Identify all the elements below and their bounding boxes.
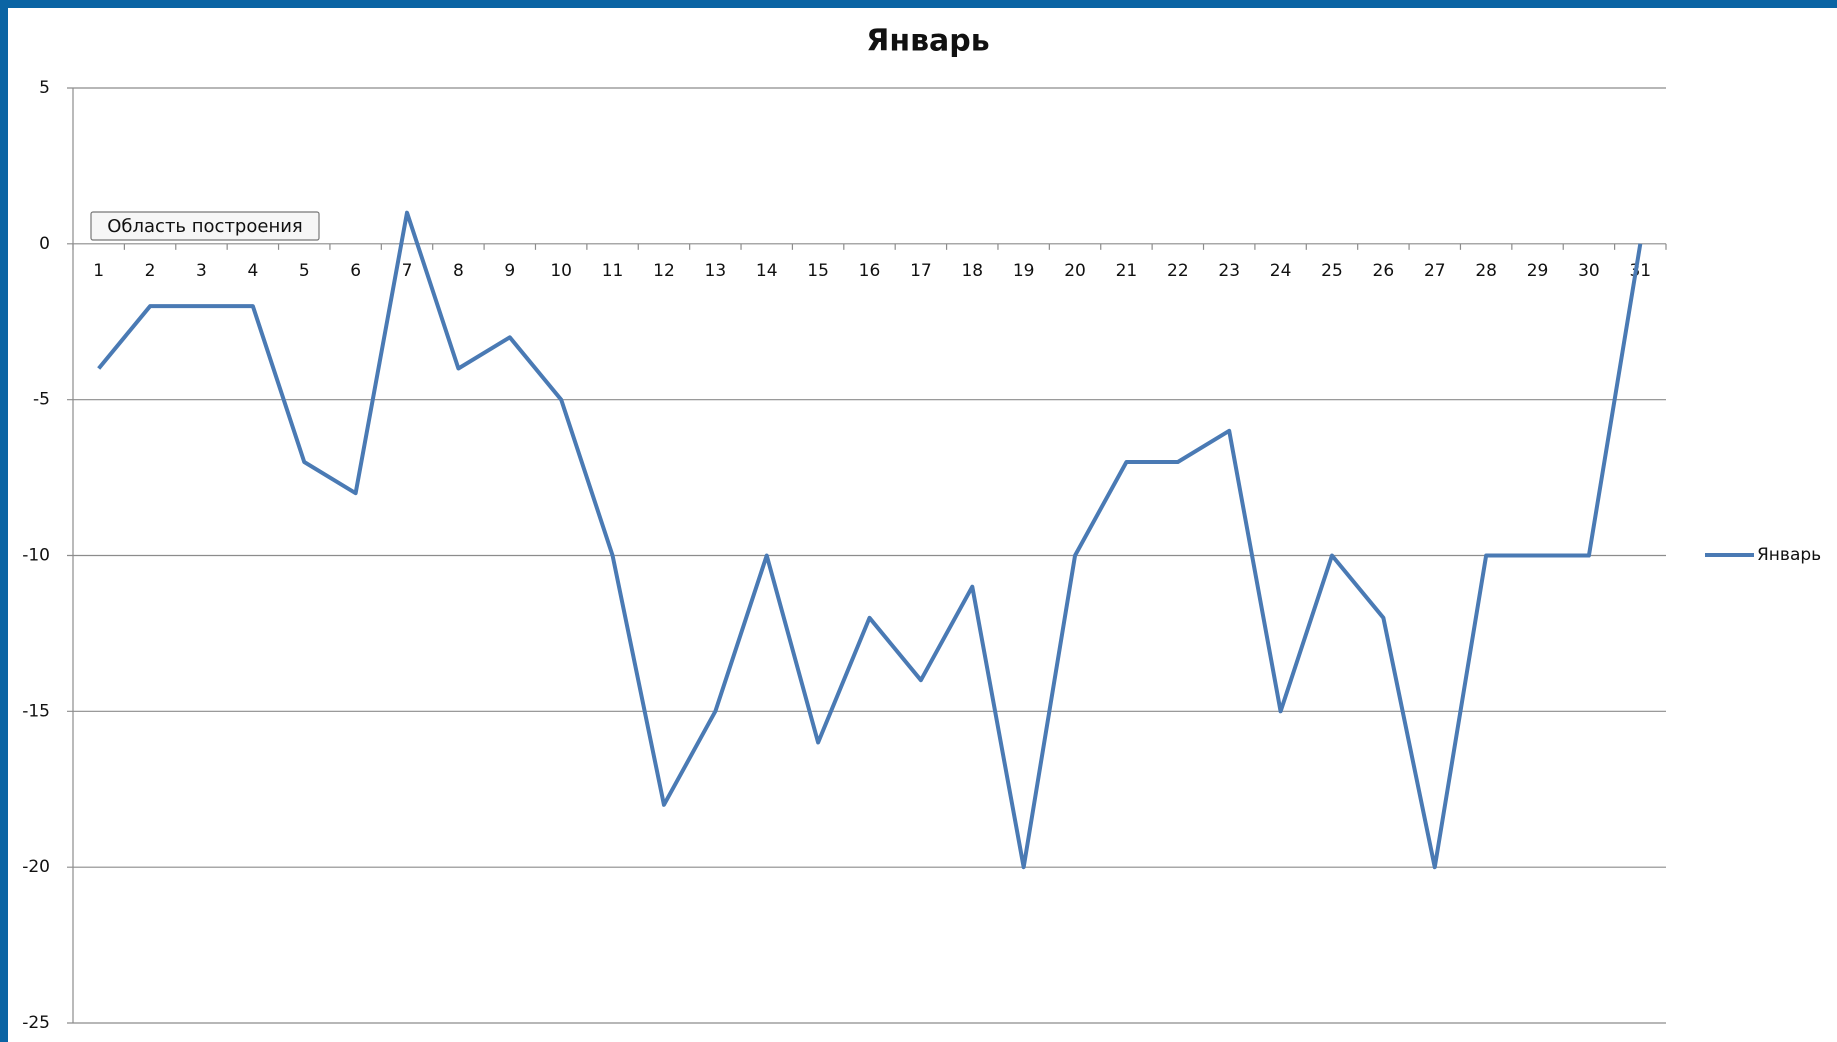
y-tick-label: -20	[22, 857, 50, 877]
legend-label: Январь	[1757, 545, 1821, 565]
x-tick-label: 6	[350, 261, 361, 281]
y-tick-label: -10	[22, 546, 50, 566]
x-tick-label: 9	[504, 261, 515, 281]
x-tick-label: 5	[299, 261, 310, 281]
y-tick-label: 5	[39, 78, 50, 98]
x-tick-label: 8	[453, 261, 464, 281]
x-tick-label: 11	[602, 261, 624, 281]
x-tick-label: 16	[859, 261, 881, 281]
x-tick-label: 27	[1424, 261, 1446, 281]
x-tick-label: 4	[247, 261, 258, 281]
x-tick-label: 1	[93, 261, 104, 281]
x-tick-label: 30	[1578, 261, 1600, 281]
x-tick-label: 21	[1116, 261, 1138, 281]
x-tick-label: 10	[550, 261, 572, 281]
x-tick-label: 3	[196, 261, 207, 281]
tooltip-box	[90, 211, 320, 241]
y-tick-label: -5	[33, 390, 50, 410]
x-tick-label: 20	[1064, 261, 1086, 281]
x-tick-label: 15	[807, 261, 829, 281]
y-tick-label: -15	[22, 701, 50, 721]
x-tick-label: 26	[1373, 261, 1395, 281]
x-tick-label: 24	[1270, 261, 1292, 281]
x-tick-label: 23	[1218, 261, 1240, 281]
x-tick-label: 14	[756, 261, 778, 281]
x-tick-label: 12	[653, 261, 675, 281]
tooltip-text: Область построения	[107, 216, 303, 237]
chart-title: Январь	[866, 24, 990, 59]
data-line	[97, 210, 1643, 870]
x-tick-label: 13	[705, 261, 727, 281]
x-tick-label: 19	[1013, 261, 1035, 281]
x-tick-label: 28	[1475, 261, 1497, 281]
x-tick-label: 22	[1167, 261, 1189, 281]
y-tick-label: -25	[22, 1013, 50, 1033]
x-tick-label: 7	[402, 261, 413, 281]
x-tick-label: 2	[145, 261, 156, 281]
x-tick-label: 18	[961, 261, 983, 281]
chart-area	[8, 8, 1837, 1042]
y-tick-label: 0	[39, 234, 50, 254]
x-tick-label: 17	[910, 261, 932, 281]
x-tick-label: 25	[1321, 261, 1343, 281]
x-tick-label: 29	[1527, 261, 1549, 281]
